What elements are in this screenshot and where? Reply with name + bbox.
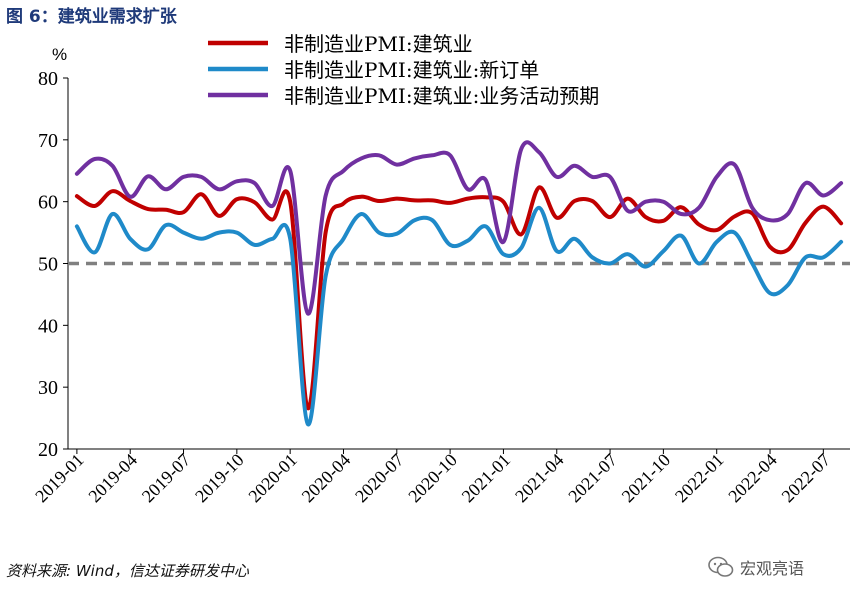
y-tick-label: 30 [38, 377, 58, 399]
y-tick-label: 60 [38, 192, 58, 214]
chart-axes: 20304050607080%2019-012019-042019-072019… [31, 45, 850, 506]
y-axis-label: % [52, 45, 67, 64]
legend: 非制造业PMI:建筑业非制造业PMI:建筑业:新订单非制造业PMI:建筑业:业务… [208, 32, 599, 108]
legend-label-2: 非制造业PMI:建筑业:新订单 [284, 58, 539, 82]
series-line-2 [74, 205, 844, 427]
x-tick-label: 2021-01 [458, 450, 515, 507]
x-tick-label: 2021-04 [511, 450, 568, 507]
y-tick-label: 70 [38, 130, 58, 152]
y-tick-label: 40 [38, 315, 58, 337]
x-tick-label: 2020-04 [298, 450, 355, 507]
x-tick-label: 2019-07 [138, 450, 195, 507]
watermark: 宏观亮语 [708, 555, 804, 579]
x-tick-label: 2021-10 [618, 450, 675, 507]
x-tick-label: 2019-10 [191, 450, 248, 507]
legend-label-3: 非制造业PMI:建筑业:业务活动预期 [284, 84, 599, 108]
x-tick-label: 2022-04 [724, 450, 781, 507]
source-note: 资料来源: Wind，信达证券研发中心 [6, 562, 249, 580]
y-tick-label: 50 [38, 254, 58, 276]
watermark-label: 宏观亮语 [740, 559, 805, 578]
y-tick-label: 80 [38, 68, 58, 90]
x-tick-label: 2021-07 [564, 450, 621, 507]
x-tick-label: 2020-07 [351, 450, 408, 507]
figure-title: 图 6：建筑业需求扩张 [6, 7, 177, 27]
x-tick-label: 2020-01 [244, 450, 301, 507]
x-tick-label: 2022-01 [671, 450, 728, 507]
x-tick-label: 2020-10 [404, 450, 461, 507]
series-line-3 [74, 140, 844, 316]
series-lines [74, 140, 844, 427]
x-tick-label: 2022-07 [778, 450, 835, 507]
series-line-1 [74, 185, 844, 411]
wechat-icon [708, 556, 734, 577]
legend-label-1: 非制造业PMI:建筑业 [284, 32, 473, 56]
x-tick-label: 2019-04 [84, 450, 141, 507]
y-tick-label: 20 [38, 439, 58, 461]
